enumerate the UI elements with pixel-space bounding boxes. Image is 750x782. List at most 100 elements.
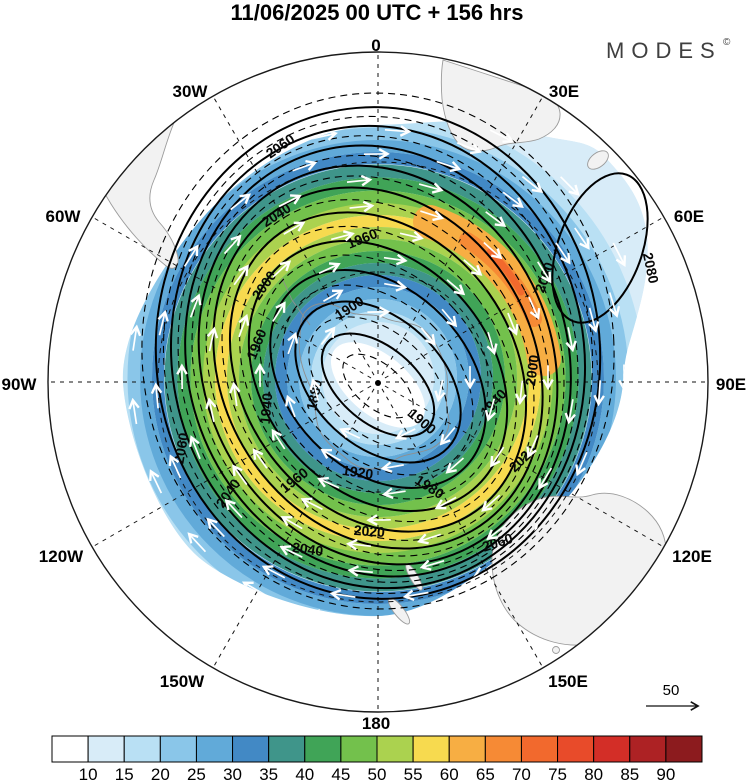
landmass-africa (440, 59, 561, 152)
wind-arrow (314, 382, 319, 401)
landmass-south-america (89, 112, 179, 269)
contour-label: 2000 (522, 354, 542, 387)
wind-arrow (265, 567, 286, 579)
wind-arrow (441, 308, 455, 324)
wind-arrow (171, 458, 182, 479)
wind-arrow (484, 494, 501, 509)
colorbar-cell (629, 735, 667, 763)
contour-line-1960 (228, 211, 528, 533)
wind-arrow (399, 233, 420, 238)
wind-arrow (489, 523, 507, 537)
wind-arrow (156, 386, 158, 409)
wind-arrow (383, 258, 404, 261)
longitude-label-0: 0 (371, 36, 380, 55)
contour-line-1920 (269, 269, 487, 489)
wind-arrow (324, 641, 347, 645)
wind-arrow (133, 328, 136, 351)
wind-arrow (483, 241, 500, 257)
landmass-madagascar (587, 150, 609, 170)
colorbar-tick-label: 60 (440, 765, 459, 782)
colorbar-cell (304, 735, 342, 763)
colorbar-cell (448, 735, 486, 763)
longitude-label-30w: 30W (173, 82, 209, 101)
contour-line-dashed (342, 353, 414, 419)
wind-arrow (209, 330, 213, 352)
contour-line-dashed (141, 92, 615, 610)
colorbar-tick-label: 45 (331, 765, 350, 782)
contour-label: 2040 (291, 539, 324, 559)
contour-lines-solid (154, 106, 649, 600)
wind-arrow (272, 263, 288, 278)
contour-line-dashed (282, 284, 474, 476)
wind-arrow (189, 297, 199, 318)
colorbar-cell (195, 735, 234, 763)
wind-arrow (323, 451, 342, 462)
wind-arrow (350, 544, 371, 546)
longitude-label-90e: 90E (716, 375, 746, 394)
colorbar-tick-label: 30 (223, 765, 242, 782)
wind-arrow (489, 129, 511, 141)
wind-arrow (489, 398, 495, 419)
colorbar-tick-label: 35 (259, 765, 278, 782)
wind-arrow (578, 451, 588, 473)
wind-arrow (436, 160, 458, 169)
colorbar-cell (665, 735, 703, 763)
longitude-label-60e: 60E (674, 207, 704, 226)
wind-arrow (529, 435, 539, 455)
contour-line-2080-high (551, 172, 649, 324)
map-area: 2060 2040 1960 2000 1900 1880 1940 1960 … (48, 52, 708, 712)
wind-arrow (284, 518, 303, 530)
wind-arrow (131, 243, 143, 265)
wind-arrow (409, 641, 432, 645)
wind-arrow (488, 332, 494, 351)
colorbar-cell (557, 735, 595, 763)
colorbar-cell (593, 735, 631, 763)
contour-line-2020 (184, 144, 572, 578)
wind-arrow (420, 211, 440, 218)
wind-arrow (384, 130, 408, 132)
colorbar-cell (51, 735, 89, 763)
reference-arrow-group: 50 (646, 682, 700, 711)
longitude-label-120e: 120E (672, 547, 712, 566)
wind-arrow (560, 176, 578, 194)
colorbar-tick-label: 75 (548, 765, 567, 782)
wind-arrow (178, 177, 196, 194)
wind-arrow (351, 570, 373, 572)
colorbar-tick-label: 85 (620, 765, 639, 782)
wind-arrow (255, 451, 268, 469)
wind-arrow (485, 211, 504, 225)
colorbar-tick-label: 55 (404, 765, 423, 782)
colorbar-cell (87, 735, 125, 763)
wind-arrow (133, 401, 136, 425)
wind-arrow (238, 317, 246, 338)
contour-line-1880 (320, 332, 436, 438)
wind-arrow (521, 175, 540, 191)
wind-arrow (159, 313, 164, 336)
antarctic-peninsula-coastline (281, 277, 311, 326)
wind-arrow (612, 242, 624, 264)
colorbar-tick-label: 10 (79, 765, 98, 782)
wind-arrow (244, 130, 266, 142)
contour-line-1900 (294, 300, 462, 464)
wind-arrow (448, 457, 465, 471)
wind-arrow (568, 327, 572, 349)
contour-line-dashed (191, 154, 565, 572)
wind-arrow (230, 196, 249, 211)
wind-arrow (109, 407, 113, 430)
wind-arrow (209, 401, 213, 422)
longitude-label-180: 180 (362, 714, 390, 733)
wind-arrow (223, 237, 240, 255)
colorbar-tick-label: 50 (368, 765, 387, 782)
colorbar-tick-label: 70 (512, 765, 531, 782)
wind-arrow (528, 296, 538, 317)
wind-arrow (507, 312, 516, 332)
wind-arrow (608, 292, 617, 315)
wind-arrow (463, 259, 480, 274)
wind-arrow (406, 592, 429, 596)
wind-arrow (233, 267, 247, 286)
wind-arrow (179, 559, 196, 576)
contour-line-2040 (169, 124, 587, 590)
contour-line-dashed (259, 254, 497, 500)
longitude-label-150w: 150W (160, 672, 205, 691)
wind-arrow (330, 234, 351, 239)
